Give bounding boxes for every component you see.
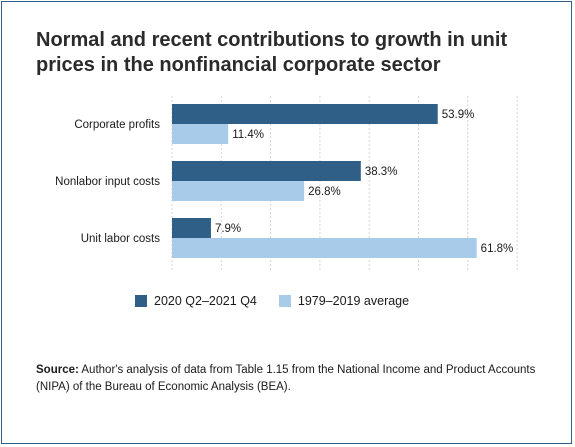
legend-item-series1: 2020 Q2–2021 Q4 <box>135 294 257 308</box>
source-note: Source: Author's analysis of data from T… <box>36 362 536 396</box>
source-label: Source: <box>36 364 79 376</box>
legend-label-series1: 2020 Q2–2021 Q4 <box>154 294 257 308</box>
category-label: Unit labor costs <box>81 233 161 245</box>
source-text: Author's analysis of data from Table 1.1… <box>36 364 536 393</box>
data-label: 61.8% <box>481 243 514 255</box>
chart-title: Normal and recent contributions to growt… <box>36 29 508 76</box>
legend: 2020 Q2–2021 Q4 1979–2019 average <box>135 294 409 308</box>
category-label: Corporate profits <box>74 119 160 131</box>
data-label: 26.8% <box>308 186 341 198</box>
bars-group <box>172 104 477 258</box>
data-label: 53.9% <box>442 109 475 121</box>
bar <box>172 238 477 258</box>
bar <box>172 104 438 124</box>
bar <box>172 161 361 181</box>
bar <box>172 124 229 144</box>
bar <box>172 218 211 238</box>
legend-swatch-series1 <box>135 295 147 307</box>
category-label: Nonlabor input costs <box>55 176 160 188</box>
labels-group: Corporate profits 53.9% 11.4% Nonlabor inpu… <box>55 109 513 255</box>
data-label: 7.9% <box>215 223 241 235</box>
data-label: 11.4% <box>232 129 264 141</box>
data-label: 38.3% <box>365 166 398 178</box>
legend-swatch-series2 <box>278 295 291 307</box>
bar <box>172 181 305 201</box>
legend-label-series2: 1979–2019 average <box>297 294 410 308</box>
legend-item-series2: 1979–2019 average <box>278 294 410 308</box>
